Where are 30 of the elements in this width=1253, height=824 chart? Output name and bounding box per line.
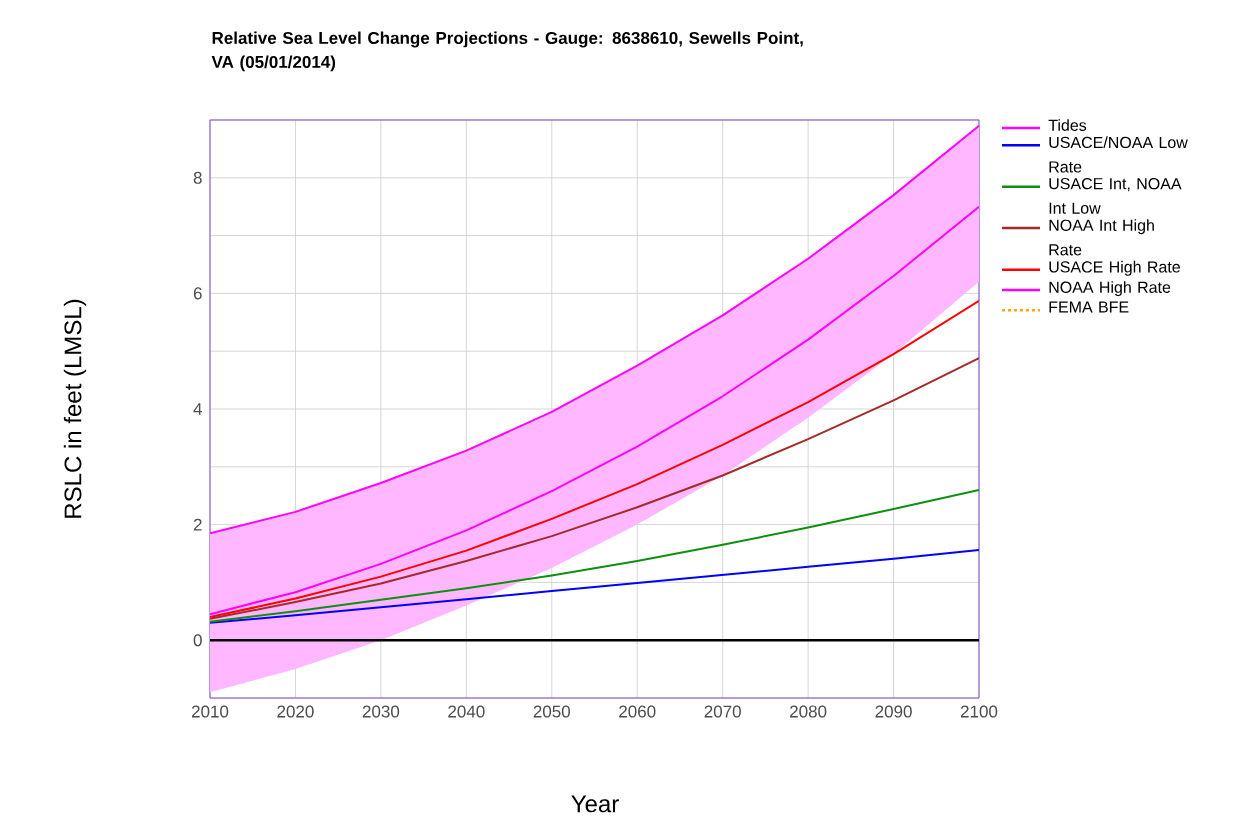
line-series xyxy=(210,124,979,535)
chart-title: Relative Sea Level Change Projections - Gauge: 8638610, Sewells Point, VA (05/01/2014) xyxy=(211,31,803,72)
x-tick-label: 2100 xyxy=(960,705,998,718)
x-tick-label: 2080 xyxy=(790,705,827,718)
x-tick-label: 2030 xyxy=(362,705,400,718)
x-tick-label: 2070 xyxy=(704,705,741,718)
x-axis-title: Year xyxy=(571,795,619,813)
legend-label: FEMA BFE xyxy=(1049,301,1129,313)
y-tick-label: 6 xyxy=(193,287,202,300)
legend-label: NOAA Int High Rate xyxy=(1049,219,1154,256)
x-tick-label: 2010 xyxy=(191,705,229,718)
x-tick-label: 2060 xyxy=(619,705,656,718)
y-tick-label: 4 xyxy=(193,403,202,415)
x-tick-label: 2020 xyxy=(277,705,314,718)
legend-label: USACE Int, NOAA Int Low xyxy=(1049,177,1182,214)
line-series xyxy=(210,205,979,616)
legend-label: NOAA High Rate xyxy=(1049,281,1171,297)
x-tick-label: 2090 xyxy=(875,705,912,718)
legend-label: USACE/NOAA Low Rate xyxy=(1049,136,1188,173)
legend-label: Tides xyxy=(1048,119,1087,131)
y-tick-label: 2 xyxy=(193,518,202,531)
y-tick-label: 8 xyxy=(193,171,202,184)
line-series xyxy=(210,488,979,623)
y-tick-label: 0 xyxy=(193,634,202,647)
x-tick-label: 2040 xyxy=(448,705,485,718)
line-series xyxy=(210,357,979,620)
line-series xyxy=(210,299,979,619)
x-tick-label: 2050 xyxy=(533,705,571,718)
y-axis-title: RSLC in feet (LMSL) xyxy=(63,299,87,518)
legend-label: USACE High Rate xyxy=(1049,260,1180,276)
